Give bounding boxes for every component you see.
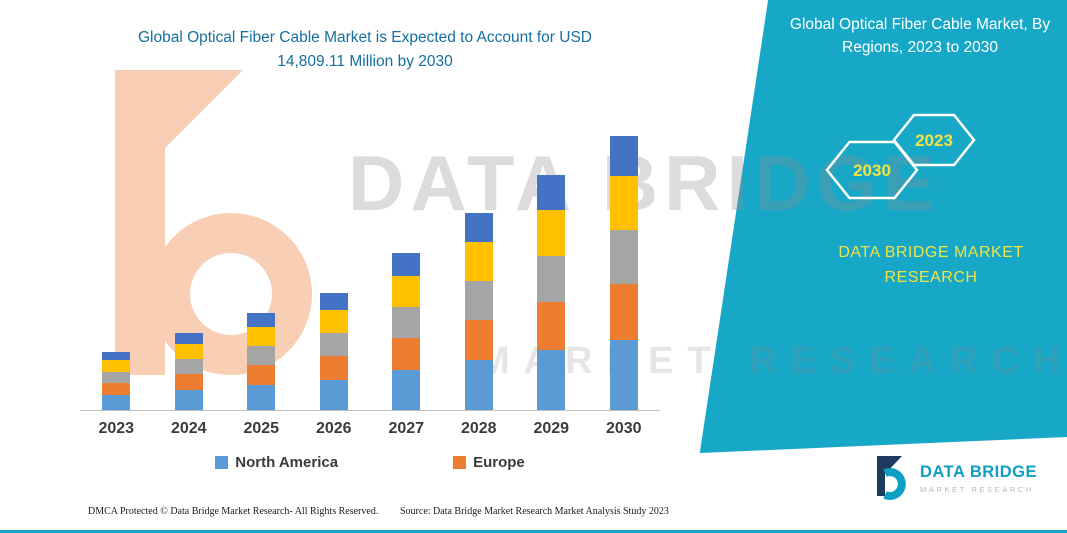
bar-segment-2025-unlabeled-gray bbox=[247, 346, 276, 365]
brand-text-line2: RESEARCH bbox=[884, 268, 978, 286]
x-axis-label-2024: 2024 bbox=[170, 420, 207, 437]
bar-segment-2025-north-america bbox=[247, 385, 276, 410]
brand-text: DATA BRIDGE MARKET RESEARCH bbox=[795, 241, 1067, 291]
legend-item-north-america: North America bbox=[215, 454, 338, 471]
bar-segment-2027-north-america bbox=[392, 370, 421, 410]
bottom-teal-strip bbox=[0, 530, 1067, 533]
x-axis-label-2030: 2030 bbox=[605, 420, 642, 437]
legend-label: North America bbox=[235, 454, 339, 471]
brand-text-line1: DATA BRIDGE MARKET bbox=[838, 244, 1024, 261]
stacked-bar-2023 bbox=[102, 352, 131, 410]
bar-segment-2030-unlabeled-blue bbox=[609, 136, 638, 176]
bar-segment-2030-north-america bbox=[609, 340, 638, 410]
bar-segment-2028-north-america bbox=[464, 360, 493, 410]
bar-slot-2025 bbox=[225, 118, 298, 410]
dbmr-logo: DATA BRIDGE MARKET RESEARCH bbox=[872, 452, 1037, 504]
bar-slot-2027 bbox=[370, 118, 443, 410]
x-axis-label-2026: 2026 bbox=[315, 420, 352, 437]
legend-label: Europe bbox=[473, 454, 525, 471]
bar-segment-2029-unlabeled-blue bbox=[537, 175, 566, 210]
stacked-bar-2028 bbox=[464, 213, 493, 410]
bar-segment-2024-unlabeled-blue bbox=[174, 333, 203, 344]
bar-segment-2026-unlabeled-gray bbox=[319, 333, 348, 356]
x-axis-labels: 2023 2024 2025 2026 2027 2028 2029 2030 bbox=[80, 420, 660, 438]
bar-slot-2026 bbox=[298, 118, 371, 410]
legend-swatch bbox=[453, 456, 467, 469]
stacked-bar-2027 bbox=[392, 253, 421, 410]
stacked-bar-2025 bbox=[247, 313, 276, 410]
x-axis-label-2027: 2027 bbox=[388, 420, 425, 437]
bar-segment-2028-unlabeled-yellow bbox=[464, 242, 493, 281]
bar-segment-2029-unlabeled-gray bbox=[537, 256, 566, 302]
watermark-b-triangle bbox=[165, 70, 243, 148]
side-panel-background bbox=[699, 0, 1067, 454]
bar-segment-2024-unlabeled-yellow bbox=[174, 344, 203, 359]
x-axis-label-2023: 2023 bbox=[98, 420, 135, 437]
footer-source-text: Source: Data Bridge Market Research Mark… bbox=[400, 506, 669, 517]
x-axis-label-2028: 2028 bbox=[460, 420, 497, 437]
dbmr-logo-name: DATA BRIDGE bbox=[920, 462, 1038, 481]
dbmr-logo-subtitle: MARKET RESEARCH bbox=[920, 484, 1034, 494]
stacked-bar-2024 bbox=[174, 333, 203, 410]
dbmr-logo-icon bbox=[877, 456, 906, 500]
bar-segment-2025-unlabeled-yellow bbox=[247, 327, 276, 346]
bar-segment-2027-unlabeled-gray bbox=[392, 307, 421, 338]
side-panel-title: Global Optical Fiber Cable Market, By Re… bbox=[789, 16, 1051, 57]
bar-segment-2026-north-america bbox=[319, 380, 348, 410]
bar-segment-2023-north-america bbox=[102, 395, 131, 410]
x-axis-label-2025: 2025 bbox=[243, 420, 280, 437]
hexagon-2030 bbox=[825, 140, 919, 200]
bar-segment-2027-unlabeled-blue bbox=[392, 253, 421, 276]
bar-segment-2026-unlabeled-blue bbox=[319, 293, 348, 310]
chart-title-line2: 14,809.11 Million by 2030 bbox=[277, 53, 453, 71]
bar-segment-2024-europe bbox=[174, 374, 203, 390]
hexagon-year-badges: 2030 2023 bbox=[825, 113, 976, 200]
bar-segment-2027-unlabeled-yellow bbox=[392, 276, 421, 307]
bar-segment-2028-unlabeled-blue bbox=[464, 213, 493, 242]
chart-legend: North America Europe bbox=[80, 454, 660, 471]
bar-slot-2030 bbox=[588, 118, 661, 410]
bar-segment-2029-north-america bbox=[537, 350, 566, 410]
bar-slot-2029 bbox=[515, 118, 588, 410]
dbmr-b-watermark bbox=[95, 55, 355, 435]
legend-swatch bbox=[215, 456, 229, 469]
chart-title-line1: Global Optical Fiber Cable Market is Exp… bbox=[137, 29, 592, 46]
bar-segment-2025-unlabeled-blue bbox=[247, 313, 276, 327]
bar-slot-2028 bbox=[443, 118, 516, 410]
bar-segment-2023-europe bbox=[102, 383, 131, 395]
bar-segment-2025-europe bbox=[247, 365, 276, 385]
bar-segment-2028-europe bbox=[464, 320, 493, 360]
bar-segment-2030-europe bbox=[609, 284, 638, 340]
bar-slot-2023 bbox=[80, 118, 153, 410]
hexagon-2023 bbox=[892, 113, 976, 167]
stacked-bar-2029 bbox=[537, 175, 566, 410]
x-axis-label-2029: 2029 bbox=[533, 420, 570, 437]
chart-title: Global Optical Fiber Cable Market is Exp… bbox=[85, 26, 645, 74]
watermark-text-marketresearch: MARKET RESEARCH bbox=[478, 340, 1067, 382]
bar-segment-2024-unlabeled-gray bbox=[174, 359, 203, 374]
stacked-bar-2030 bbox=[609, 136, 638, 410]
hexagon-2023-label: 2023 bbox=[915, 131, 953, 150]
bar-segment-2026-unlabeled-yellow bbox=[319, 310, 348, 333]
bar-chart-plot-area bbox=[80, 118, 660, 411]
bar-segment-2028-unlabeled-gray bbox=[464, 281, 493, 320]
bar-segment-2030-unlabeled-gray bbox=[609, 230, 638, 284]
footer-dmca-text: DMCA Protected © Data Bridge Market Rese… bbox=[88, 506, 379, 517]
bar-segment-2026-europe bbox=[319, 356, 348, 380]
bar-slot-2024 bbox=[153, 118, 226, 410]
bar-segment-2029-unlabeled-yellow bbox=[537, 210, 566, 256]
bar-segment-2024-north-america bbox=[174, 390, 203, 410]
bar-segment-2029-europe bbox=[537, 302, 566, 350]
bar-segment-2023-unlabeled-yellow bbox=[102, 360, 131, 372]
legend-item-europe: Europe bbox=[453, 454, 525, 471]
bar-segment-2023-unlabeled-blue bbox=[102, 352, 131, 360]
bar-segment-2030-unlabeled-yellow bbox=[609, 176, 638, 230]
bar-segment-2027-europe bbox=[392, 338, 421, 370]
hexagon-2030-label: 2030 bbox=[853, 161, 891, 180]
stacked-bar-2026 bbox=[319, 293, 348, 410]
bar-segment-2023-unlabeled-gray bbox=[102, 372, 131, 383]
